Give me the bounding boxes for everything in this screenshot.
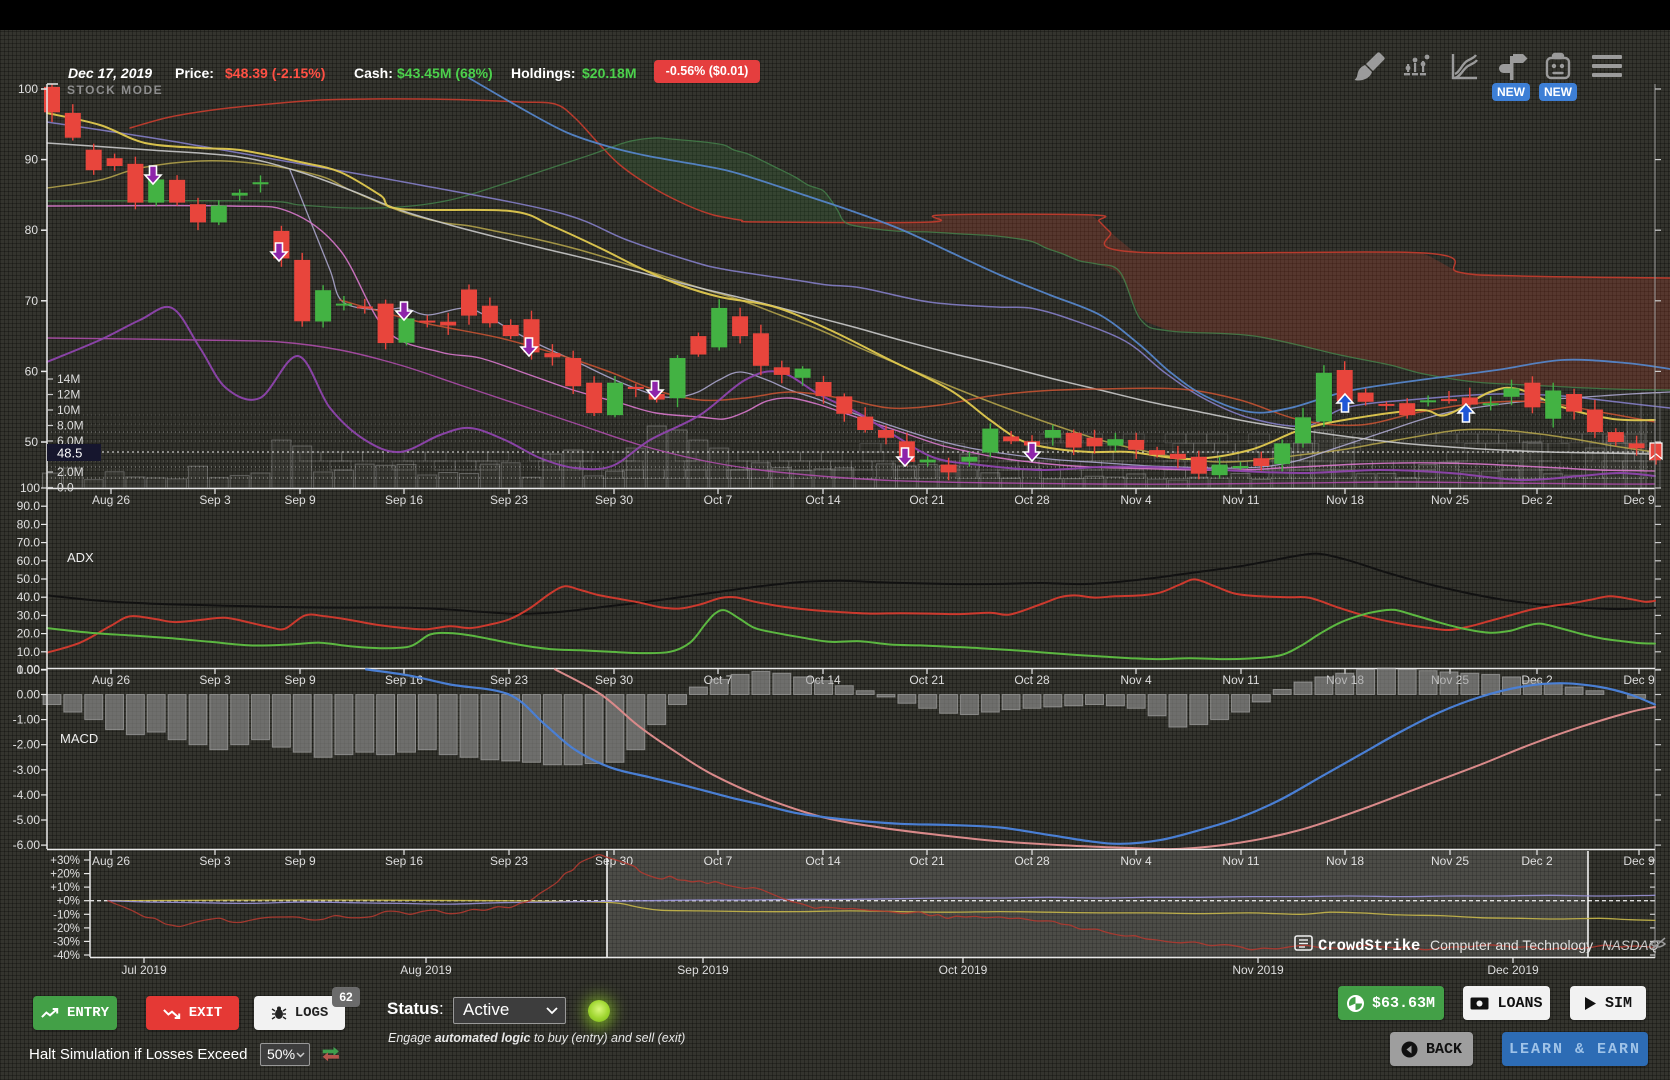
svg-text:Sep 9: Sep 9 <box>284 493 316 507</box>
svg-text:-6.00: -6.00 <box>13 838 41 852</box>
svg-text:90.0: 90.0 <box>17 499 41 513</box>
svg-text:Aug 26: Aug 26 <box>92 493 130 507</box>
svg-text:14M: 14M <box>57 372 80 386</box>
svg-text:100: 100 <box>18 82 38 96</box>
svg-text:Sep 16: Sep 16 <box>385 854 423 868</box>
svg-text:Nov 4: Nov 4 <box>1120 493 1152 507</box>
svg-text:Oct 21: Oct 21 <box>909 854 945 868</box>
svg-text:10.0: 10.0 <box>17 645 41 659</box>
svg-text:Dec 2019: Dec 2019 <box>1487 963 1539 977</box>
svg-text:Sep 9: Sep 9 <box>284 854 316 868</box>
svg-text:80.0: 80.0 <box>17 517 41 531</box>
svg-text:Sep 2019: Sep 2019 <box>677 963 729 977</box>
svg-text:Oct 14: Oct 14 <box>805 854 841 868</box>
svg-text:Oct 7: Oct 7 <box>704 854 733 868</box>
svg-text:12M: 12M <box>57 388 80 402</box>
svg-text:Sep 23: Sep 23 <box>490 854 528 868</box>
svg-text:Oct 28: Oct 28 <box>1014 493 1050 507</box>
svg-text:Oct 14: Oct 14 <box>805 493 841 507</box>
svg-text:Oct 28: Oct 28 <box>1014 673 1050 687</box>
svg-text:Sep 3: Sep 3 <box>199 854 231 868</box>
svg-text:Dec 9: Dec 9 <box>1623 854 1655 868</box>
svg-text:Sep 30: Sep 30 <box>595 493 633 507</box>
svg-text:-40%: -40% <box>53 950 80 962</box>
svg-text:Nov 18: Nov 18 <box>1326 854 1364 868</box>
svg-text:Nov 2019: Nov 2019 <box>1232 963 1284 977</box>
svg-text:-2.00: -2.00 <box>13 738 41 752</box>
svg-text:Oct 21: Oct 21 <box>909 673 945 687</box>
svg-text:Nov 11: Nov 11 <box>1222 493 1259 507</box>
svg-text:Computer and Technology: Computer and Technology <box>1430 937 1593 953</box>
svg-text:Nov 11: Nov 11 <box>1222 854 1259 868</box>
svg-text:Sep 3: Sep 3 <box>199 673 231 687</box>
svg-text:Dec 2: Dec 2 <box>1521 493 1553 507</box>
svg-text:Dec 2: Dec 2 <box>1521 854 1553 868</box>
svg-text:60: 60 <box>25 364 39 378</box>
svg-text:ADX: ADX <box>67 550 94 565</box>
svg-text:100: 100 <box>20 481 40 495</box>
svg-text:+20%: +20% <box>50 869 80 881</box>
svg-text:-3.00: -3.00 <box>13 763 41 777</box>
svg-text:-5.00: -5.00 <box>13 813 41 827</box>
svg-text:Sep 16: Sep 16 <box>385 493 423 507</box>
svg-text:Sep 3: Sep 3 <box>199 493 231 507</box>
svg-text:Nov 4: Nov 4 <box>1120 854 1152 868</box>
svg-text:-4.00: -4.00 <box>13 788 41 802</box>
svg-text:60.0: 60.0 <box>17 554 41 568</box>
svg-text:8.0M: 8.0M <box>57 419 84 433</box>
svg-text:50: 50 <box>25 435 39 449</box>
svg-text:50.0: 50.0 <box>17 572 41 586</box>
svg-text:Sep 23: Sep 23 <box>490 493 528 507</box>
svg-text:70: 70 <box>25 294 39 308</box>
svg-text:+30%: +30% <box>50 855 80 867</box>
svg-text:Sep 30: Sep 30 <box>595 673 633 687</box>
svg-text:-20%: -20% <box>53 923 80 935</box>
svg-text:Nov 25: Nov 25 <box>1431 854 1469 868</box>
svg-text:CrowdStrike: CrowdStrike <box>1318 937 1420 955</box>
svg-text:+10%: +10% <box>50 882 80 894</box>
svg-text:Nov 25: Nov 25 <box>1431 493 1469 507</box>
svg-text:Dec 9: Dec 9 <box>1623 673 1655 687</box>
svg-text:MACD: MACD <box>60 731 98 746</box>
svg-text:Dec 9: Dec 9 <box>1623 493 1655 507</box>
svg-text:20.0: 20.0 <box>17 627 41 641</box>
svg-text:-1.00: -1.00 <box>13 713 41 727</box>
svg-text:48.5: 48.5 <box>57 446 82 461</box>
svg-text:Jul 2019: Jul 2019 <box>121 963 167 977</box>
svg-text:Aug 2019: Aug 2019 <box>400 963 452 977</box>
svg-text:10M: 10M <box>57 403 80 417</box>
svg-text:Oct 21: Oct 21 <box>909 493 945 507</box>
svg-text:0.0: 0.0 <box>57 481 74 495</box>
svg-text:Aug 26: Aug 26 <box>92 854 130 868</box>
svg-text:+0%: +0% <box>57 896 80 908</box>
svg-text:Oct 2019: Oct 2019 <box>939 963 988 977</box>
svg-text:0.00: 0.00 <box>17 688 41 702</box>
svg-text:1.00: 1.00 <box>17 662 41 676</box>
svg-text:Aug 26: Aug 26 <box>92 673 130 687</box>
svg-text:30.0: 30.0 <box>17 608 41 622</box>
svg-text:Sep 30: Sep 30 <box>595 854 633 868</box>
svg-text:2.0M: 2.0M <box>57 465 84 479</box>
svg-text:-10%: -10% <box>53 909 80 921</box>
svg-text:Sep 23: Sep 23 <box>490 673 528 687</box>
svg-text:80: 80 <box>25 223 39 237</box>
svg-text:Sep 9: Sep 9 <box>284 673 316 687</box>
svg-text:Nov 11: Nov 11 <box>1222 673 1259 687</box>
svg-text:Oct 7: Oct 7 <box>704 493 733 507</box>
svg-text:40.0: 40.0 <box>17 590 41 604</box>
svg-text:Nov 4: Nov 4 <box>1120 673 1152 687</box>
svg-text:Oct 28: Oct 28 <box>1014 854 1050 868</box>
svg-text:-30%: -30% <box>53 936 80 948</box>
svg-text:90: 90 <box>25 153 39 167</box>
svg-text:70.0: 70.0 <box>17 536 41 550</box>
svg-text:Nov 18: Nov 18 <box>1326 493 1364 507</box>
svg-text:0.00: 0.00 <box>17 663 41 677</box>
svg-text:NASDAQ: NASDAQ <box>1602 938 1660 953</box>
